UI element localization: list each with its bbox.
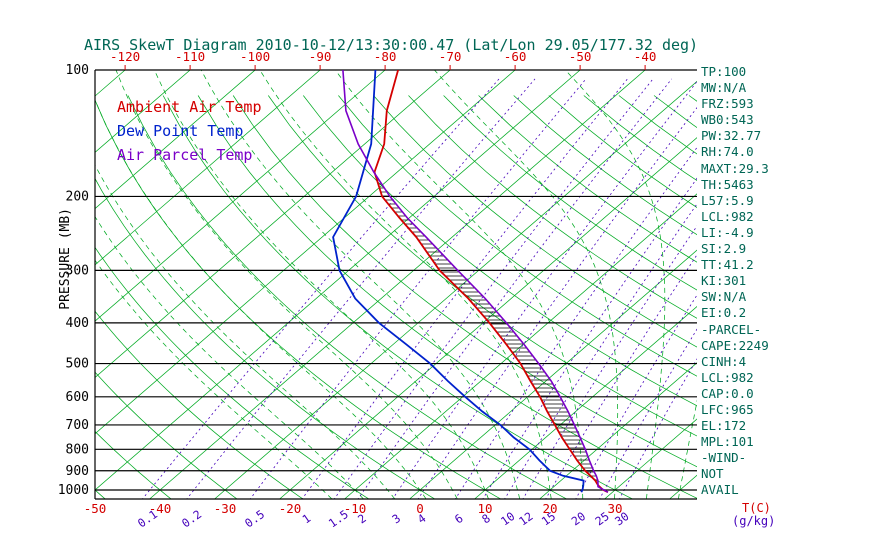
stats-line: TP:100 <box>701 64 747 79</box>
svg-text:1: 1 <box>300 511 314 526</box>
stats-line: FRZ:593 <box>701 96 754 112</box>
svg-text:700: 700 <box>66 418 89 433</box>
svg-text:-100: -100 <box>240 49 270 64</box>
stats-line: RH:74.0 <box>701 144 754 160</box>
svg-text:-50: -50 <box>569 49 592 64</box>
stats-line: SI:2.9 <box>701 241 747 257</box>
stats-line: LI:-4.9 <box>701 224 754 240</box>
svg-text:1000: 1000 <box>58 483 89 498</box>
svg-text:-30: -30 <box>214 501 237 516</box>
svg-text:10: 10 <box>498 509 517 528</box>
dew-point-temp-curve <box>332 70 585 493</box>
pressure-axis-label: PRESSURE (MB) <box>58 208 73 310</box>
svg-text:20: 20 <box>542 501 557 516</box>
stats-line: MPL:101 <box>701 434 754 450</box>
stats-line: SW:N/A <box>701 289 747 305</box>
stats-line: MW:N/A <box>701 80 747 96</box>
ambient-air-temp-curve <box>373 70 609 494</box>
moist-adiabat-lines <box>95 70 697 499</box>
svg-text:30: 30 <box>612 509 631 528</box>
stats-line: CINH:4 <box>701 353 747 369</box>
pressure-tick-labels: 100 200 300 400 500 600 700 800 900 1000 <box>58 63 89 498</box>
svg-text:-50: -50 <box>84 501 107 516</box>
svg-text:30: 30 <box>607 501 622 516</box>
stats-line: TT:41.2 <box>701 257 754 273</box>
stats-line: WB0:543 <box>701 112 754 128</box>
svg-text:2: 2 <box>355 511 369 526</box>
svg-text:10: 10 <box>477 501 492 516</box>
stats-line: -WIND- <box>701 450 747 466</box>
svg-text:-60: -60 <box>504 49 527 64</box>
svg-text:-120: -120 <box>110 49 140 64</box>
svg-text:100: 100 <box>66 63 89 78</box>
legend-air-parcel-temp: Air Parcel Temp <box>117 146 253 164</box>
stats-line: LFC:965 <box>701 401 754 417</box>
svg-text:-70: -70 <box>439 49 462 64</box>
svg-text:-90: -90 <box>309 49 332 64</box>
svg-text:200: 200 <box>66 189 89 204</box>
svg-text:-40: -40 <box>634 49 657 64</box>
svg-text:600: 600 <box>66 390 89 405</box>
stats-line: AVAIL <box>701 482 739 498</box>
svg-text:400: 400 <box>66 316 89 331</box>
stats-line: KI:301 <box>701 273 747 289</box>
cape-hatch <box>376 179 598 481</box>
stats-line: TH:5463 <box>701 176 754 192</box>
stats-line: MAXT:29.3 <box>701 160 769 176</box>
svg-text:3: 3 <box>390 511 404 526</box>
stats-line: NOT <box>701 466 724 482</box>
svg-text:-80: -80 <box>374 49 397 64</box>
svg-text:-110: -110 <box>175 49 205 64</box>
svg-text:500: 500 <box>66 357 89 372</box>
stats-panel: TP:100 MW:N/A FRZ:593 WB0:543 PW:32.77 RH:74.… <box>701 64 769 499</box>
stats-line: -PARCEL- <box>701 321 762 337</box>
temp-unit-label: T(C) <box>742 501 771 515</box>
mixing-ratio-lines <box>141 78 697 499</box>
svg-text:4: 4 <box>415 511 429 526</box>
top-temp-ticks: -120 -110 -100 -90 -80 -70 -60 -50 -40 <box>110 49 656 70</box>
stats-line: LCL:982 <box>701 208 754 224</box>
mixing-unit-label: (g/kg) <box>732 514 776 528</box>
stats-line: LCL:982 <box>701 369 754 385</box>
stats-line: CAPE:2249 <box>701 337 769 353</box>
stats-line: EL:172 <box>701 418 747 434</box>
svg-text:0.5: 0.5 <box>242 507 267 530</box>
svg-text:300: 300 <box>66 263 89 278</box>
stats-line: PW:32.77 <box>701 128 762 144</box>
legend-ambient-air-temp: Ambient Air Temp <box>117 98 262 116</box>
svg-text:0: 0 <box>416 501 424 516</box>
svg-text:12: 12 <box>516 509 535 528</box>
svg-text:-20: -20 <box>279 501 302 516</box>
bottom-temp-ticks: -50 -40 -30 -20 -10 0 10 20 30 <box>84 501 623 516</box>
svg-text:-10: -10 <box>344 501 367 516</box>
legend: Ambient Air Temp Dew Point Temp Air Parc… <box>117 95 262 167</box>
svg-text:6: 6 <box>452 511 466 526</box>
svg-text:-40: -40 <box>149 501 172 516</box>
pressure-gridlines <box>94 69 697 500</box>
svg-text:800: 800 <box>66 442 89 457</box>
legend-dew-point-temp: Dew Point Temp <box>117 122 244 140</box>
svg-text:15: 15 <box>539 509 558 528</box>
stats-line: CAP:0.0 <box>701 385 754 401</box>
air-parcel-temp-curve <box>342 70 609 493</box>
chart-title: AIRS SkewT Diagram 2010-10-12/13:30:00.4… <box>84 36 699 54</box>
svg-text:900: 900 <box>66 464 89 479</box>
stats-line: EI:0.2 <box>701 305 747 321</box>
svg-text:0.2: 0.2 <box>179 507 204 530</box>
svg-text:25: 25 <box>592 509 611 528</box>
svg-text:20: 20 <box>569 509 588 528</box>
stats-line: L57:5.9 <box>701 192 754 208</box>
